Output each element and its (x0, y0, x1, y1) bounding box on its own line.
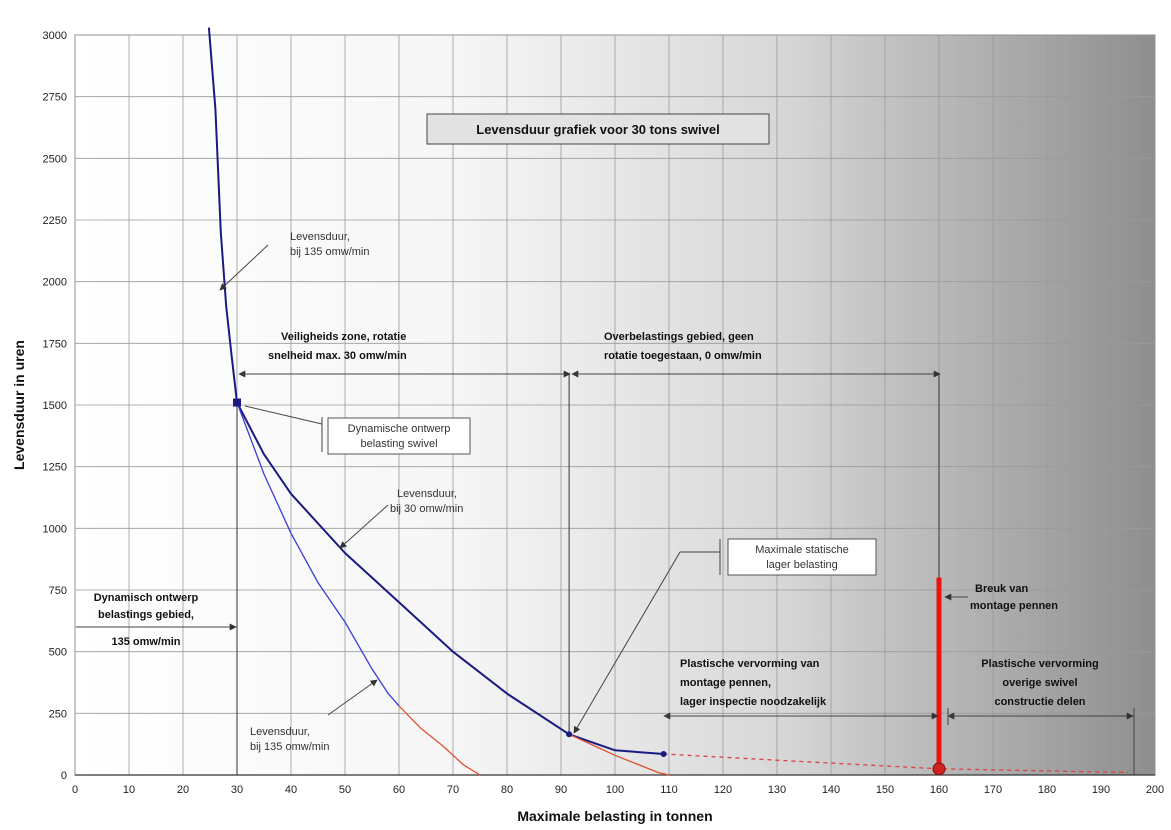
chart-title-box (426, 113, 770, 145)
markers-group (233, 398, 946, 776)
svg-text:Breuk van: Breuk van (975, 583, 1028, 595)
series-line-bij135 (236, 402, 400, 707)
x-tick-label: 90 (555, 784, 567, 796)
x-tick-label: 190 (1092, 784, 1110, 796)
svg-text:snelheid max. 30 omw/min: snelheid max. 30 omw/min (268, 350, 407, 362)
annotation-levensduur135-top: Levensduur, bij 135 omw/min (290, 231, 369, 258)
x-tick-label: 80 (501, 784, 513, 796)
svg-text:montage pennen: montage pennen (970, 600, 1058, 612)
x-tick-label: 100 (606, 784, 624, 796)
x-axis-title: Maximale belasting in tonnen (517, 808, 712, 824)
svg-text:overige swivel: overige swivel (1002, 677, 1077, 689)
arrow-levensduur135-top (219, 244, 269, 291)
x-tick-label: 150 (876, 784, 894, 796)
svg-text:135 omw/min: 135 omw/min (111, 636, 180, 648)
y-tick-label: 1250 (43, 462, 67, 474)
series-group (207, 27, 1129, 776)
y-tick-label: 750 (49, 585, 67, 597)
y-tick-label: 0 (61, 770, 67, 782)
annotation-maximale-statische: Maximale statische lager belasting (755, 544, 849, 571)
x-tick-label: 10 (123, 784, 135, 796)
svg-text:lager belasting: lager belasting (766, 559, 838, 571)
x-tick-label: 0 (72, 784, 78, 796)
svg-text:Maximale statische: Maximale statische (755, 544, 849, 556)
x-tick-label: 130 (768, 784, 786, 796)
annotation-veiligheids: Veiligheids zone, rotatie snelheid max. … (268, 331, 407, 362)
series-line-bij135_ext (398, 705, 481, 776)
svg-text:Levensduur,: Levensduur, (397, 488, 457, 500)
box-dynamische-ontwerp (327, 417, 471, 455)
box-maximale-statische (727, 538, 877, 576)
svg-text:rotatie toegestaan, 0 omw/min: rotatie toegestaan, 0 omw/min (604, 350, 762, 362)
svg-text:Plastische vervorming van: Plastische vervorming van (680, 658, 820, 670)
x-tick-label: 110 (660, 784, 678, 796)
x-tick-label: 60 (393, 784, 405, 796)
svg-text:Plastische vervorming: Plastische vervorming (981, 658, 1098, 670)
svg-text:Levensduur,: Levensduur, (250, 726, 310, 738)
series-line-bij30 (207, 27, 664, 755)
svg-text:bij 135 omw/min: bij 135 omw/min (250, 741, 329, 753)
x-tick-label: 170 (984, 784, 1002, 796)
y-tick-label: 1750 (43, 338, 67, 350)
y-tick-label: 2750 (43, 92, 67, 104)
svg-text:belastings gebied,: belastings gebied, (98, 609, 194, 621)
annotation-connectors (76, 244, 1135, 775)
annotation-dynamisch-gebied: Dynamisch ontwerp belastings gebied, 135… (94, 592, 199, 648)
x-tick-label: 120 (714, 784, 732, 796)
annotation-plastische1: Plastische vervorming van montage pennen… (680, 658, 827, 708)
y-tick-label: 1000 (43, 523, 67, 535)
connector-dynamische-ontwerp (244, 405, 323, 425)
marker-square (233, 398, 241, 407)
svg-text:montage pennen,: montage pennen, (680, 677, 771, 689)
svg-text:Overbelastings gebied, geen: Overbelastings gebied, geen (604, 331, 754, 343)
annotation-levensduur135-bottom: Levensduur, bij 135 omw/min (250, 726, 329, 753)
y-tick-label: 2500 (43, 153, 67, 165)
annotation-overbelastings: Overbelastings gebied, geen rotatie toeg… (604, 331, 762, 362)
y-tick-label: 1500 (43, 400, 67, 412)
arrow-levensduur135-bottom (327, 679, 378, 716)
marker-circle (932, 762, 946, 776)
y-tick-label: 250 (49, 708, 67, 720)
svg-text:lager inspectie noodzakelijk: lager inspectie noodzakelijk (680, 696, 827, 708)
svg-text:bij 135 omw/min: bij 135 omw/min (290, 246, 369, 258)
y-tick-label: 500 (49, 647, 67, 659)
y-tick-labels: 0 250 500 750 1000 1250 1500 1750 2000 2250 2500 27… (43, 30, 67, 782)
svg-text:belasting swivel: belasting swivel (360, 438, 437, 450)
x-tick-label: 180 (1038, 784, 1056, 796)
x-tick-label: 70 (447, 784, 459, 796)
x-tick-label: 140 (822, 784, 840, 796)
svg-text:Levensduur,: Levensduur, (290, 231, 350, 243)
x-tick-label: 20 (177, 784, 189, 796)
series-line-dashed_ext (663, 753, 1129, 774)
x-tick-label: 200 (1146, 784, 1164, 796)
x-tick-labels: 0 10 20 30 40 50 60 70 80 90 100 110 120 130 140 150 160… (72, 784, 1164, 796)
svg-text:Dynamisch ontwerp: Dynamisch ontwerp (94, 592, 199, 604)
marker-dot (566, 731, 573, 738)
x-tick-label: 160 (930, 784, 948, 796)
x-tick-label: 50 (339, 784, 351, 796)
y-tick-label: 2250 (43, 215, 67, 227)
annotation-plastische2: Plastische vervorming overige swivel con… (981, 658, 1098, 708)
x-tick-label: 30 (231, 784, 243, 796)
grid (74, 34, 1156, 776)
series-line-bij30_ext (568, 733, 670, 776)
x-tick-label: 40 (285, 784, 297, 796)
y-axis-title: Levensduur in uren (11, 340, 27, 470)
y-tick-label: 3000 (43, 30, 67, 42)
marker-dot (660, 751, 667, 758)
svg-text:constructie delen: constructie delen (994, 696, 1085, 708)
svg-text:Dynamische ontwerp: Dynamische ontwerp (348, 423, 451, 435)
y-tick-label: 2000 (43, 277, 67, 289)
svg-text:Veiligheids zone, rotatie: Veiligheids zone, rotatie (281, 331, 406, 343)
annotation-breuk: Breuk van montage pennen (970, 583, 1058, 612)
annotation-levensduur30: Levensduur, bij 30 omw/min (390, 488, 463, 515)
chart-title: Levensduur grafiek voor 30 tons swivel (476, 122, 719, 137)
leader-maximale-statische (573, 551, 681, 734)
annotation-dynamische-ontwerp: Dynamische ontwerp belasting swivel (348, 423, 451, 450)
arrow-levensduur30 (339, 504, 389, 549)
svg-text:bij 30 omw/min: bij 30 omw/min (390, 503, 463, 515)
